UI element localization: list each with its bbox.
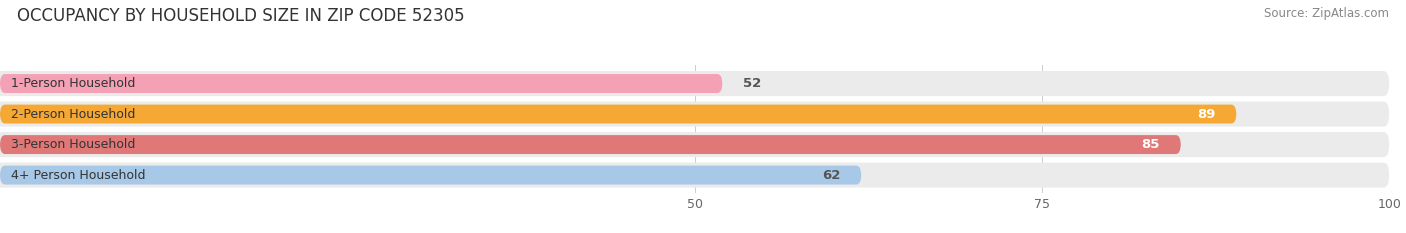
Text: 85: 85 (1142, 138, 1160, 151)
Text: 3-Person Household: 3-Person Household (11, 138, 135, 151)
Text: 4+ Person Household: 4+ Person Household (11, 169, 146, 182)
Text: 2-Person Household: 2-Person Household (11, 108, 135, 120)
FancyBboxPatch shape (0, 71, 1389, 96)
FancyBboxPatch shape (0, 166, 862, 185)
FancyBboxPatch shape (0, 132, 1389, 157)
FancyBboxPatch shape (0, 163, 1389, 188)
Text: Source: ZipAtlas.com: Source: ZipAtlas.com (1264, 7, 1389, 20)
FancyBboxPatch shape (0, 74, 723, 93)
Text: 52: 52 (744, 77, 762, 90)
Text: 1-Person Household: 1-Person Household (11, 77, 135, 90)
FancyBboxPatch shape (0, 102, 1389, 127)
Text: 89: 89 (1197, 108, 1215, 120)
Text: OCCUPANCY BY HOUSEHOLD SIZE IN ZIP CODE 52305: OCCUPANCY BY HOUSEHOLD SIZE IN ZIP CODE … (17, 7, 464, 25)
FancyBboxPatch shape (0, 135, 1181, 154)
FancyBboxPatch shape (0, 105, 1236, 123)
Text: 62: 62 (823, 169, 841, 182)
